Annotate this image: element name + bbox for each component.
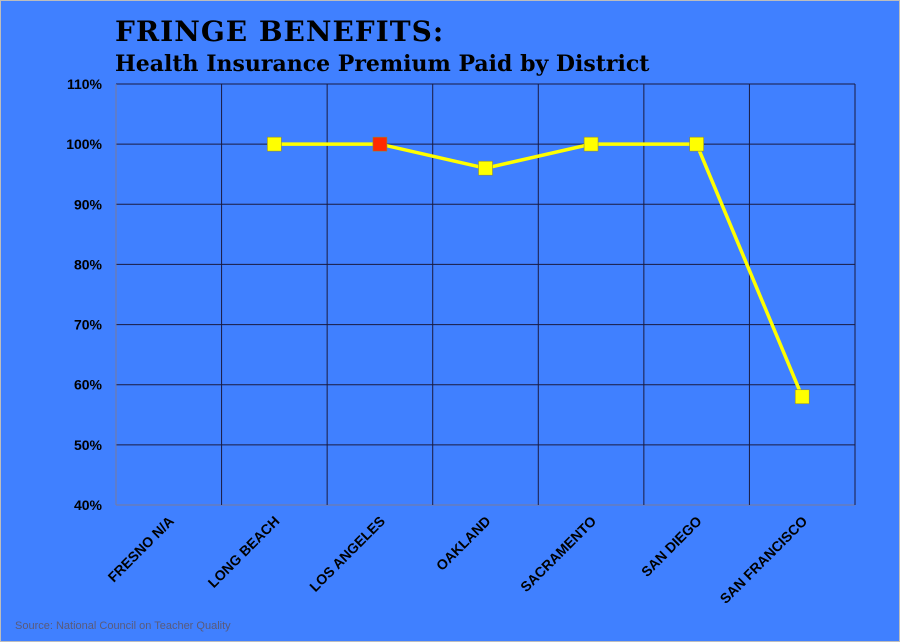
y-tick-label: 60% <box>74 377 103 393</box>
x-tick-label: SAN DIEGO <box>638 513 705 580</box>
data-point <box>583 136 599 152</box>
x-tick-label: SAN FRANCISCO <box>717 513 811 607</box>
y-tick-label: 70% <box>74 317 103 333</box>
x-tick-label: LOS ANGELES <box>306 513 388 595</box>
series-line <box>274 142 804 398</box>
y-tick-label: 40% <box>74 497 103 513</box>
y-tick-label: 80% <box>74 256 103 272</box>
x-tick-label: LONG BEACH <box>205 513 283 591</box>
x-tick-label: SACRAMENTO <box>517 513 599 595</box>
data-point <box>267 136 282 152</box>
x-tick-label: OAKLAND <box>433 513 494 574</box>
y-tick-label: 100% <box>66 136 102 152</box>
source-note: Source: National Council on Teacher Qual… <box>15 620 231 632</box>
y-tick-label: 50% <box>74 437 103 453</box>
chart-subtitle: Health Insurance Premium Paid by Distric… <box>115 51 650 77</box>
data-point <box>372 136 388 152</box>
data-point <box>689 136 704 152</box>
y-tick-label: 110% <box>67 76 103 92</box>
data-point <box>478 160 493 176</box>
data-point <box>794 389 810 405</box>
y-tick-label: 90% <box>74 196 103 212</box>
x-tick-label: FRESNO N/A <box>105 513 177 585</box>
chart-title: FRINGE BENEFITS: <box>115 15 445 48</box>
